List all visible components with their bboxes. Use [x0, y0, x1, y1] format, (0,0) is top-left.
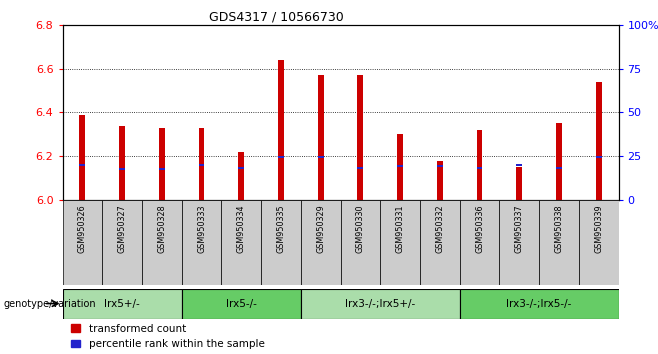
- Text: GSM950336: GSM950336: [475, 204, 484, 253]
- Bar: [517, 167, 522, 200]
- Bar: [380, 200, 420, 285]
- Text: GDS4317 / 10566730: GDS4317 / 10566730: [209, 11, 343, 24]
- Bar: [595, 82, 601, 200]
- Bar: [357, 75, 363, 200]
- Bar: [437, 161, 443, 200]
- Text: GSM950328: GSM950328: [157, 204, 166, 253]
- Text: GSM950326: GSM950326: [78, 204, 87, 253]
- Bar: [420, 200, 460, 285]
- Text: GSM950334: GSM950334: [237, 204, 245, 253]
- Bar: [341, 200, 380, 285]
- Bar: [301, 289, 460, 319]
- Text: GSM950335: GSM950335: [276, 204, 286, 253]
- Bar: [182, 200, 221, 285]
- Bar: [301, 200, 340, 285]
- Text: GSM950329: GSM950329: [316, 204, 325, 253]
- Bar: [119, 168, 125, 170]
- Bar: [199, 164, 205, 166]
- Text: GSM950332: GSM950332: [436, 204, 444, 253]
- Bar: [579, 200, 619, 285]
- Bar: [595, 156, 601, 158]
- Bar: [278, 60, 284, 200]
- Text: genotype/variation: genotype/variation: [3, 298, 96, 309]
- Bar: [142, 200, 182, 285]
- Text: GSM950331: GSM950331: [395, 204, 405, 253]
- Bar: [63, 289, 182, 319]
- Bar: [318, 75, 324, 200]
- Bar: [159, 128, 164, 200]
- Bar: [199, 128, 205, 200]
- Bar: [119, 126, 125, 200]
- Bar: [460, 200, 499, 285]
- Bar: [460, 289, 619, 319]
- Bar: [238, 152, 244, 200]
- Bar: [499, 200, 539, 285]
- Bar: [318, 156, 324, 158]
- Text: lrx3-/-;lrx5-/-: lrx3-/-;lrx5-/-: [507, 298, 572, 309]
- Bar: [102, 200, 142, 285]
- Bar: [397, 134, 403, 200]
- Bar: [476, 167, 482, 169]
- Bar: [556, 123, 562, 200]
- Text: GSM950337: GSM950337: [515, 204, 524, 253]
- Bar: [182, 289, 301, 319]
- Legend: transformed count, percentile rank within the sample: transformed count, percentile rank withi…: [71, 324, 265, 349]
- Bar: [357, 167, 363, 169]
- Bar: [397, 165, 403, 167]
- Text: GSM950338: GSM950338: [555, 204, 563, 253]
- Text: GSM950339: GSM950339: [594, 204, 603, 253]
- Bar: [517, 164, 522, 166]
- Text: GSM950330: GSM950330: [356, 204, 365, 253]
- Bar: [80, 164, 86, 166]
- Text: GSM950327: GSM950327: [118, 204, 126, 253]
- Bar: [261, 200, 301, 285]
- Bar: [63, 200, 102, 285]
- Text: GSM950333: GSM950333: [197, 204, 206, 253]
- Bar: [476, 130, 482, 200]
- Bar: [80, 115, 86, 200]
- Text: lrx5-/-: lrx5-/-: [226, 298, 257, 309]
- Bar: [556, 167, 562, 169]
- Bar: [437, 165, 443, 167]
- Bar: [278, 156, 284, 158]
- Bar: [238, 167, 244, 169]
- Text: lrx5+/-: lrx5+/-: [104, 298, 140, 309]
- Text: lrx3-/-;lrx5+/-: lrx3-/-;lrx5+/-: [345, 298, 415, 309]
- Bar: [159, 168, 164, 170]
- Bar: [221, 200, 261, 285]
- Bar: [539, 200, 579, 285]
